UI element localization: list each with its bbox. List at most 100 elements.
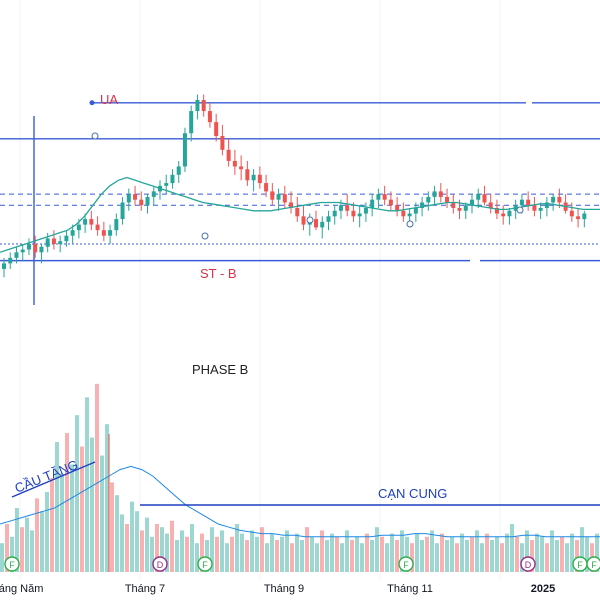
candle-body (120, 202, 125, 220)
candle-body (463, 205, 468, 211)
volume-bar (420, 540, 424, 572)
volume-bar (35, 498, 39, 572)
volume-bar (475, 530, 479, 572)
volume-bar (285, 530, 289, 572)
candle-body (108, 230, 113, 236)
ma-marker (406, 220, 414, 228)
volume-bar (225, 543, 229, 572)
candle-body (395, 205, 400, 211)
volume-bar (290, 543, 294, 572)
volume-bar (175, 540, 179, 572)
volume-bar (105, 424, 109, 572)
volume-bar (565, 543, 569, 572)
candle-body (39, 246, 44, 253)
candle-body (201, 100, 206, 112)
candle-body (170, 174, 175, 184)
volume-bar (380, 536, 384, 572)
event-marker-label: D (525, 560, 532, 570)
candle-body (101, 230, 106, 236)
candle-body (413, 208, 418, 214)
candle-body (457, 208, 462, 211)
volume-bar (260, 527, 264, 572)
candle-body (501, 213, 506, 217)
volume-bar (535, 533, 539, 572)
volume-bar (280, 536, 284, 572)
candle-body (488, 202, 493, 208)
volume-bar (455, 543, 459, 572)
candle-body (494, 208, 499, 214)
volume-bar (250, 530, 254, 572)
x-tick-label: háng Năm (0, 583, 43, 595)
candle-body (257, 174, 262, 184)
volume-bar (335, 536, 339, 572)
candle-body (332, 210, 337, 217)
candle-body (20, 249, 25, 253)
volume-bar (360, 543, 364, 572)
candle-body (320, 221, 325, 228)
volume-bar (155, 524, 159, 572)
candle-body (251, 174, 256, 181)
candle-body (382, 194, 387, 200)
volume-bar (435, 543, 439, 572)
volume-bar (140, 530, 144, 572)
event-marker-label: F (591, 560, 597, 570)
volume-bar (550, 530, 554, 572)
volume-bar (235, 524, 239, 572)
volume-bar (560, 536, 564, 572)
volume-bar (310, 536, 314, 572)
candle-body (420, 202, 425, 208)
volume-bar (110, 482, 114, 572)
volume-bar (480, 543, 484, 572)
volume-bar (495, 536, 499, 572)
volume-bar (415, 533, 419, 572)
volume-spike (108, 434, 110, 572)
volume-bar (170, 520, 174, 572)
level-lines (0, 100, 600, 305)
volume-bar (305, 527, 309, 572)
candle-body (426, 196, 431, 203)
volume-bar (275, 540, 279, 572)
candle-body (51, 238, 56, 244)
candle-body (45, 238, 50, 247)
volume-bar (505, 533, 509, 572)
candle-body (70, 230, 75, 236)
candle-body (239, 166, 244, 170)
candle-body (89, 219, 94, 225)
volume-bar (265, 543, 269, 572)
candle-body (388, 199, 393, 206)
volume-bar (400, 530, 404, 572)
candle-body (176, 166, 181, 175)
volume-bar (230, 536, 234, 572)
event-markers: F FD F FD F (4, 556, 600, 572)
candle-body (64, 235, 69, 242)
volume-bar (100, 455, 104, 572)
volume-bar (365, 533, 369, 572)
candle-body (139, 199, 144, 206)
candle-body (33, 244, 38, 253)
candle-body (245, 169, 250, 181)
volume-bar (510, 524, 514, 572)
candle-body (295, 208, 300, 217)
candle-body (432, 191, 437, 197)
volume-bar (405, 536, 409, 572)
volume-bar (515, 536, 519, 572)
volume-bar (0, 543, 4, 572)
candle-body (576, 216, 581, 220)
volume-bar (215, 536, 219, 572)
volume-bar (445, 540, 449, 572)
volume-bar (540, 536, 544, 572)
event-marker (4, 556, 20, 572)
candle-body (507, 210, 512, 217)
candle-body (370, 199, 375, 208)
candle-body (114, 219, 119, 231)
x-tick-label: Tháng 11 (387, 583, 433, 595)
candle-body (557, 196, 562, 203)
candle-body (145, 196, 150, 206)
candle-body (326, 216, 331, 222)
candle-body (207, 111, 212, 123)
volume-bar (125, 524, 129, 572)
candle-body (26, 244, 31, 250)
event-marker (152, 556, 168, 572)
volume-bar (520, 543, 524, 572)
volume-bars (0, 383, 599, 572)
